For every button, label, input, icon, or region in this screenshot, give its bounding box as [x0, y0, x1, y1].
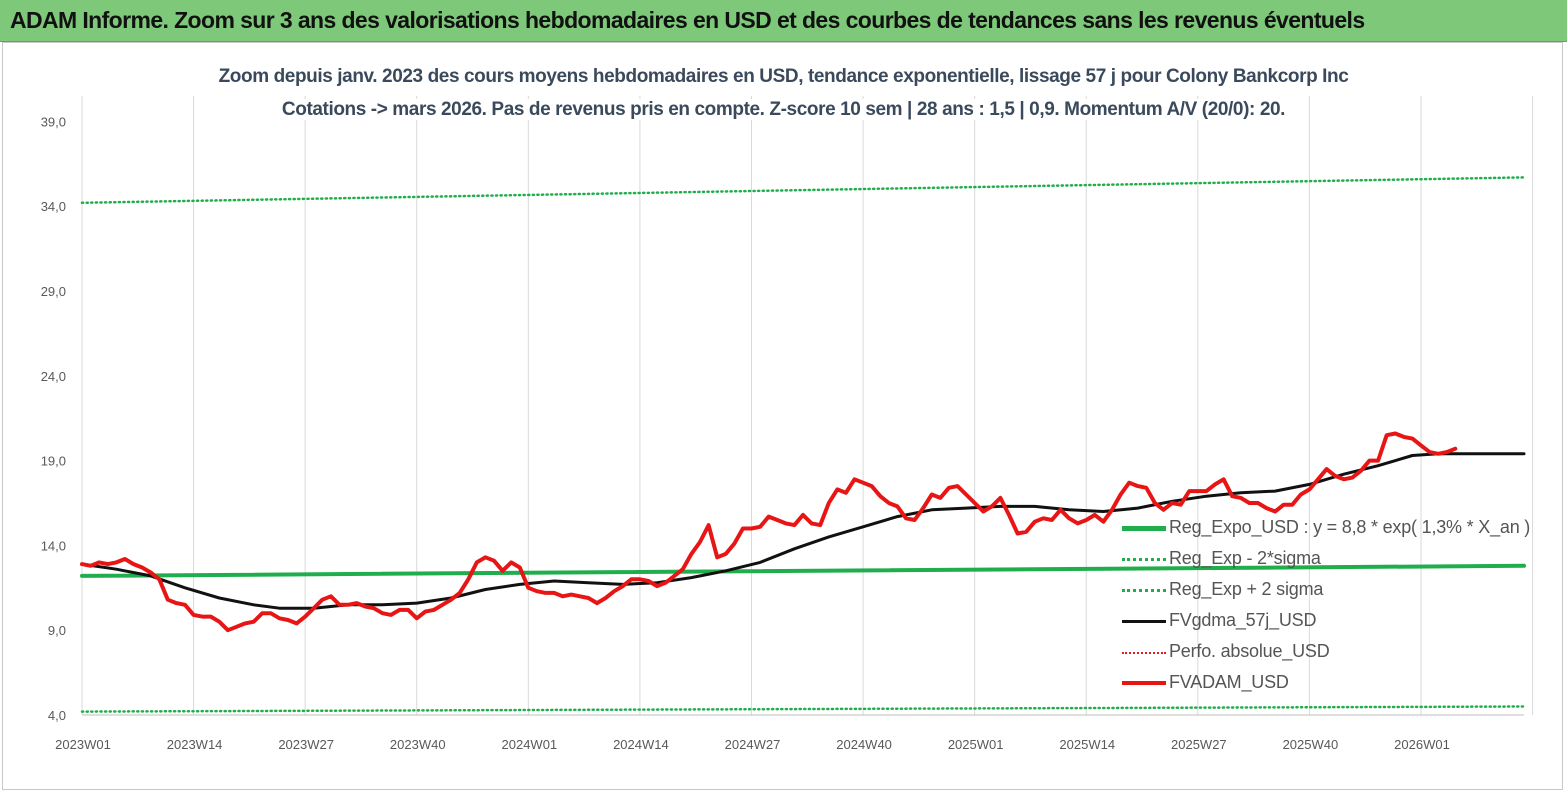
x-tick-label: 2026W01 — [1394, 737, 1450, 752]
y-tick-label: 4,0 — [48, 708, 66, 723]
legend-swatch-fvgdma — [1122, 620, 1166, 623]
report-title: ADAM Informe. Zoom sur 3 ans des valoris… — [10, 7, 1365, 33]
chart-frame — [2, 42, 1563, 790]
report-banner: ADAM Informe. Zoom sur 3 ans des valoris… — [0, 0, 1567, 42]
legend-swatch-reg-exp-minus — [1122, 558, 1166, 561]
x-tick-label: 2023W40 — [390, 737, 446, 752]
x-tick-label: 2025W14 — [1059, 737, 1115, 752]
x-tick-label: 2023W14 — [167, 737, 223, 752]
series-line-reg-expo-usd-0 — [80, 563, 1526, 578]
y-tick-label: 34,0 — [41, 199, 66, 214]
y-tick-label: 29,0 — [41, 284, 66, 299]
legend-label: FVADAM_USD — [1169, 672, 1289, 692]
x-tick-label: 2024W27 — [725, 737, 781, 752]
chart-series — [80, 176, 1526, 713]
legend-label: Reg_Exp + 2 sigma — [1169, 579, 1324, 599]
legend-label: Perfo. absolue_USD — [1169, 641, 1330, 661]
y-axis-ticks: 4,0 9,0 14,0 19,0 24,0 29,0 34,0 39,0 — [41, 114, 66, 723]
series-line-reg-exp-1 — [80, 705, 1526, 713]
x-tick-label: 2024W40 — [836, 737, 892, 752]
x-tick-label: 2025W40 — [1283, 737, 1339, 752]
x-axis-ticks: 2023W01 2023W14 2023W27 2023W40 2024W01 2024W… — [55, 737, 1450, 752]
y-tick-label: 14,0 — [41, 538, 66, 553]
legend-swatch-reg-expo — [1122, 526, 1166, 531]
y-tick-label: 19,0 — [41, 454, 66, 469]
x-tick-label: 2023W27 — [278, 737, 334, 752]
legend-swatch-perfo — [1122, 652, 1166, 654]
legend-swatch-reg-exp-plus — [1122, 589, 1166, 592]
legend-label: Reg_Exp - 2*sigma — [1169, 548, 1321, 568]
y-tick-label: 24,0 — [41, 369, 66, 384]
legend-label: FVgdma_57j_USD — [1169, 610, 1317, 630]
y-tick-label: 39,0 — [41, 114, 66, 129]
legend-swatch-fvadam — [1122, 681, 1166, 685]
chart-title: Zoom depuis janv. 2023 des cours moyens … — [0, 66, 1567, 88]
x-tick-label: 2023W01 — [55, 737, 111, 752]
x-tick-label: 2024W14 — [613, 737, 669, 752]
chart-grid — [81, 96, 1534, 716]
series-line-fvadam-usd-5 — [80, 431, 1458, 633]
y-tick-label: 9,0 — [48, 623, 66, 638]
legend-label: Reg_Expo_USD : y = 8,8 * exp( 1,3% * X_a… — [1169, 517, 1531, 537]
chart-subtitle: Cotations -> mars 2026. Pas de revenus p… — [0, 99, 1567, 121]
x-tick-label: 2024W01 — [502, 737, 558, 752]
series-line-reg-exp-2 — [80, 176, 1526, 205]
x-tick-label: 2025W01 — [948, 737, 1004, 752]
x-tick-label: 2025W27 — [1171, 737, 1227, 752]
